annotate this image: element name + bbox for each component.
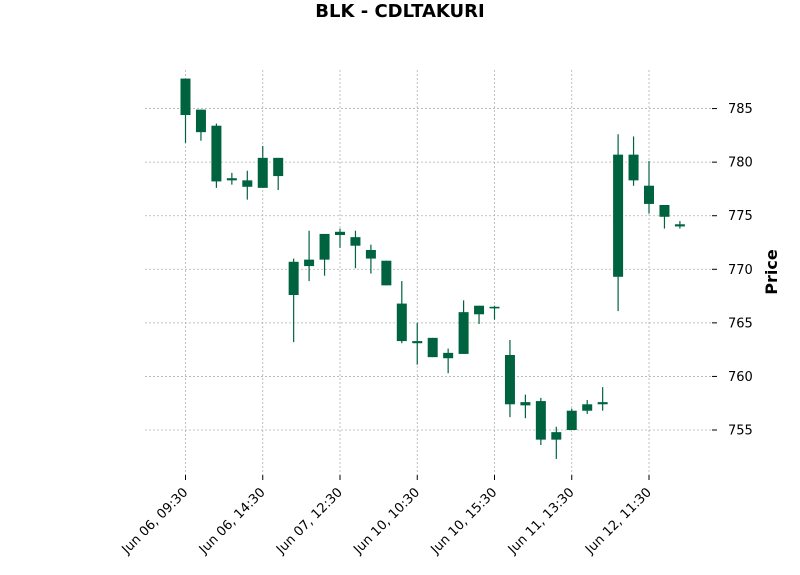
grid xyxy=(145,70,712,475)
candle-body xyxy=(644,185,654,204)
candle-body xyxy=(474,305,485,315)
x-tick-label: Jun 12, 11:30 xyxy=(582,485,655,558)
candle-body xyxy=(242,180,253,187)
x-tick-label: Jun 07, 12:30 xyxy=(273,485,346,558)
candle-body xyxy=(365,250,376,259)
candle-body xyxy=(458,312,469,354)
x-tick-label: Jun 10, 15:30 xyxy=(428,485,501,558)
candle-body xyxy=(226,178,237,181)
candle-up xyxy=(180,78,191,143)
y-axis: 755 760 765 770 775 780 785 xyxy=(712,102,753,439)
candle-body xyxy=(582,404,593,411)
candle-up xyxy=(659,205,670,229)
candle-body xyxy=(273,157,284,177)
candle-up xyxy=(396,281,407,344)
y-tick-label: 785 xyxy=(728,102,753,117)
candle-body xyxy=(674,224,685,227)
candle-up xyxy=(381,260,392,286)
candle-up xyxy=(412,322,423,365)
y-tick-label: 775 xyxy=(728,209,753,224)
y-tick-label: 755 xyxy=(728,424,753,439)
candle-up xyxy=(427,337,438,358)
y-tick-label: 780 xyxy=(728,156,753,171)
candle-up xyxy=(443,348,454,374)
candle-up xyxy=(365,244,376,274)
candle-up xyxy=(257,146,268,188)
candle-body xyxy=(566,410,577,430)
y-tick-label: 770 xyxy=(728,263,753,278)
candle-body xyxy=(195,109,206,133)
y-axis-label: Price xyxy=(762,249,781,295)
candle-up xyxy=(597,387,608,411)
candle-body xyxy=(520,402,531,406)
candle-up xyxy=(628,136,639,186)
candle-up xyxy=(551,426,562,459)
candle-up xyxy=(273,157,284,190)
candle-up xyxy=(335,228,345,248)
candle-body xyxy=(504,355,515,405)
candle-body xyxy=(319,233,330,260)
candle-up xyxy=(288,258,299,343)
x-tick-label: Jun 06, 14:30 xyxy=(196,485,269,558)
candle-up xyxy=(644,161,654,214)
candle-body xyxy=(257,157,268,188)
candle-up xyxy=(474,305,485,324)
y-tick-label: 765 xyxy=(728,316,753,331)
candle-body xyxy=(659,205,670,217)
candle-body xyxy=(551,432,562,440)
candle-up xyxy=(242,170,253,200)
x-tick-label: Jun 10, 10:30 xyxy=(350,485,423,558)
chart-title: BLK - CDLTAKURI xyxy=(315,1,484,22)
candle-body xyxy=(535,401,546,440)
candle-body xyxy=(489,306,500,309)
candle-body xyxy=(597,402,608,405)
candle-body xyxy=(381,260,392,286)
candles xyxy=(180,78,685,459)
candle-up xyxy=(674,221,685,229)
candle-up xyxy=(458,300,469,354)
candle-body xyxy=(180,78,191,115)
candle-up xyxy=(350,230,361,269)
candle-body xyxy=(396,303,407,342)
candle-up xyxy=(211,123,222,188)
candle-body xyxy=(211,125,222,182)
candle-body xyxy=(427,337,438,358)
candle-body xyxy=(412,341,423,344)
candle-body xyxy=(335,231,345,235)
candle-body xyxy=(350,237,361,246)
candle-up xyxy=(566,408,577,430)
candle-body xyxy=(628,154,639,181)
candle-up xyxy=(613,134,624,312)
candle-up xyxy=(504,340,515,418)
candle-up xyxy=(520,394,531,419)
x-axis: Jun 06, 09:30 Jun 06, 14:30 Jun 07, 12:30 J… xyxy=(119,475,655,558)
candle-up xyxy=(535,397,546,445)
candle-up xyxy=(226,172,237,185)
candle-up xyxy=(582,400,593,414)
candle-body xyxy=(613,154,624,277)
candle-up xyxy=(195,109,206,141)
candle-body xyxy=(304,259,315,267)
candle-body xyxy=(288,261,299,295)
candle-up xyxy=(319,233,330,276)
y-tick-label: 760 xyxy=(728,370,753,385)
candle-up xyxy=(489,305,500,320)
candle-body xyxy=(443,352,454,359)
x-tick-label: Jun 11, 13:30 xyxy=(505,485,578,558)
x-tick-label: Jun 06, 09:30 xyxy=(119,485,192,558)
candle-up xyxy=(304,230,315,282)
